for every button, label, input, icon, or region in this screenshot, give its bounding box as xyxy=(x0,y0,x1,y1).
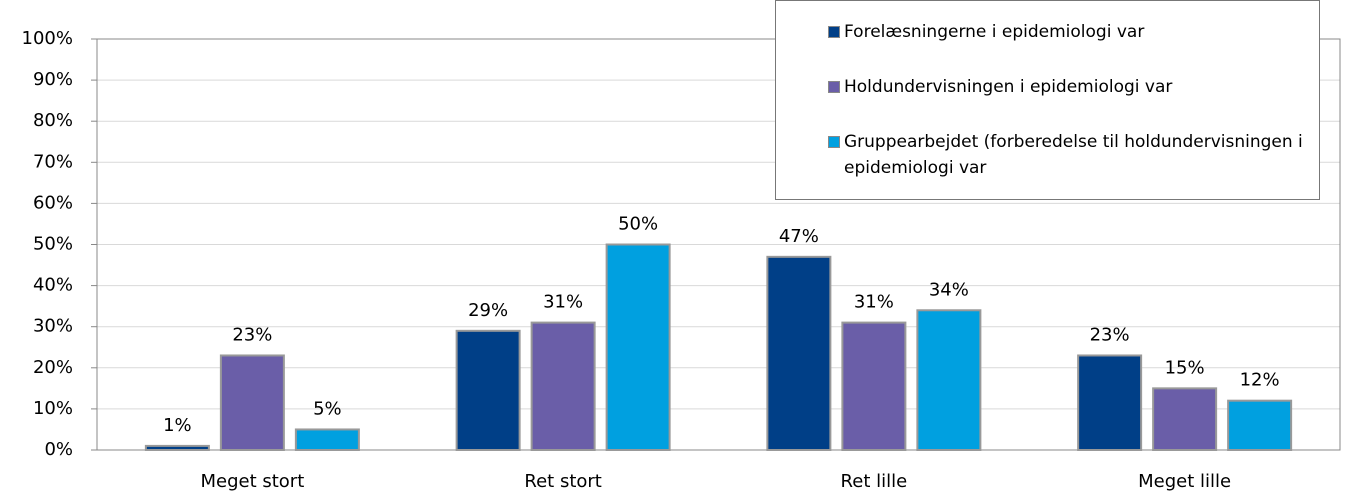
legend-item: Holdundervisningen i epidemiologi var xyxy=(828,74,1309,100)
legend-item: Gruppearbejdet (forberedelse til holdund… xyxy=(828,129,1309,181)
y-tick-label: 50% xyxy=(33,234,73,255)
y-tick-label: 60% xyxy=(33,192,73,213)
y-tick-label: 80% xyxy=(33,110,73,131)
value-label: 12% xyxy=(1240,370,1280,391)
y-tick-label: 100% xyxy=(22,28,73,49)
bar xyxy=(1152,387,1218,452)
y-tick-label: 70% xyxy=(33,151,73,172)
y-tick-label: 90% xyxy=(33,69,73,90)
x-tick-label: Meget stort xyxy=(200,471,304,492)
y-tick-label: 0% xyxy=(44,439,73,460)
bar xyxy=(605,243,671,451)
bar xyxy=(294,428,360,452)
legend-label: Forelæsningerne i epidemiologi var xyxy=(844,22,1145,43)
y-tick-label: 30% xyxy=(33,316,73,337)
bar xyxy=(916,309,982,452)
plot-border xyxy=(96,38,1341,451)
value-label: 29% xyxy=(468,300,508,321)
y-tick-label: 10% xyxy=(33,398,73,419)
value-label: 50% xyxy=(618,214,658,235)
legend-item: Forelæsningerne i epidemiologi var xyxy=(828,19,1309,45)
value-label: 15% xyxy=(1165,357,1205,378)
bar xyxy=(1077,354,1143,451)
x-tick-label: Ret lille xyxy=(841,471,908,492)
value-label: 23% xyxy=(1090,324,1130,345)
legend-swatch xyxy=(828,135,840,148)
value-label: 31% xyxy=(854,292,894,313)
bar xyxy=(219,354,285,451)
y-tick-label: 20% xyxy=(33,357,73,378)
bar xyxy=(1227,399,1293,451)
value-label: 5% xyxy=(313,398,342,419)
bar xyxy=(144,444,210,452)
legend: Forelæsningerne i epidemiologi var Holdun… xyxy=(775,0,1320,200)
x-tick-label: Ret stort xyxy=(524,471,601,492)
bar xyxy=(841,321,907,451)
legend-swatch xyxy=(828,80,840,93)
value-label: 23% xyxy=(232,324,272,345)
value-label: 31% xyxy=(543,292,583,313)
bar xyxy=(766,255,832,451)
bar xyxy=(530,321,596,451)
x-tick-label: Meget lille xyxy=(1138,471,1231,492)
value-label: 47% xyxy=(779,226,819,247)
value-label: 34% xyxy=(929,279,969,300)
y-tick-label: 40% xyxy=(33,275,73,296)
bar xyxy=(455,329,521,451)
legend-label: Holdundervisningen i epidemiologi var xyxy=(844,76,1173,97)
value-label: 1% xyxy=(163,415,192,436)
legend-swatch xyxy=(828,26,840,39)
legend-label: Gruppearbejdet (forberedelse til holdund… xyxy=(844,131,1303,178)
